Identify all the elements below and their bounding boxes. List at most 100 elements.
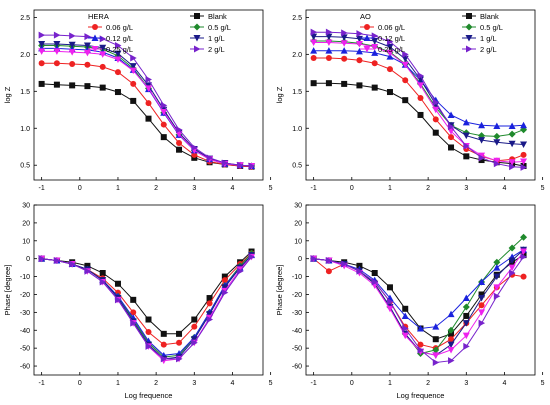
legend-marker	[91, 34, 99, 41]
series-line	[41, 50, 252, 167]
legend-entry-label: Blank	[480, 12, 499, 21]
data-point	[325, 80, 332, 87]
data-point	[447, 310, 455, 318]
data-point	[38, 31, 46, 39]
data-point	[248, 253, 256, 261]
data-point	[176, 330, 183, 337]
data-point	[130, 296, 137, 303]
data-point	[371, 270, 378, 276]
legend-marker	[92, 24, 98, 30]
data-point	[340, 47, 348, 54]
data-point	[356, 267, 363, 275]
data-point	[325, 256, 333, 264]
data-point	[114, 41, 122, 49]
x-tick-label: 5	[541, 185, 545, 192]
y-tick-label: -60	[292, 364, 302, 371]
data-point	[99, 270, 106, 276]
legend-entry-label: 1 g/L	[208, 34, 225, 43]
data-point	[160, 355, 168, 363]
x-tick-label: 2	[426, 380, 430, 387]
data-point	[493, 273, 501, 281]
y-tick-label: 20	[22, 220, 30, 227]
y-tick-label: 2.5	[20, 15, 30, 22]
data-point	[114, 296, 122, 304]
data-point	[145, 115, 152, 122]
data-point	[237, 267, 244, 275]
y-tick-label: 2.0	[20, 52, 30, 59]
data-point	[310, 33, 318, 41]
data-point	[206, 311, 214, 318]
y-tick-label: 10	[22, 238, 30, 245]
data-point	[447, 128, 455, 135]
x-tick-label: 4	[231, 185, 235, 192]
y-tick-label: 0.5	[292, 163, 302, 170]
data-point	[160, 341, 167, 348]
data-point	[386, 66, 393, 73]
data-point	[462, 118, 470, 126]
series-2-g-l	[38, 253, 256, 363]
data-point	[371, 84, 378, 91]
data-point	[448, 123, 455, 131]
y-tick-label: 0	[298, 256, 302, 263]
x-axis-label: Log frequence	[125, 391, 173, 400]
data-point	[130, 97, 137, 104]
chart-panel-top-right: -1 0 1 2 3 4 5 0.5 1.0 1.5 2.0 2.5 log Z AO Blank 0.06 …	[275, 9, 545, 192]
data-point	[160, 134, 167, 141]
data-point	[38, 80, 45, 87]
x-tick-label: 0	[350, 380, 354, 387]
y-tick-label: 2.0	[292, 52, 302, 59]
y-tick-label: -20	[292, 292, 302, 299]
x-tick-label: 1	[116, 185, 120, 192]
data-point	[341, 80, 348, 87]
data-point	[176, 339, 183, 346]
series-blank	[38, 80, 255, 170]
data-point	[447, 346, 455, 354]
data-point	[417, 82, 424, 89]
data-point	[130, 309, 137, 316]
legend-entry-label: 0.06 g/L	[378, 23, 405, 32]
data-point	[160, 121, 167, 128]
data-point	[190, 336, 198, 343]
legend-entry-label: 0.25 g/L	[378, 45, 405, 54]
x-tick-label: 1	[388, 380, 392, 387]
x-tick-label: 2	[154, 380, 158, 387]
data-point	[509, 269, 516, 277]
data-point	[509, 163, 516, 171]
x-tick-label: 2	[154, 185, 158, 192]
y-tick-label: -50	[20, 346, 30, 353]
data-point	[114, 50, 122, 58]
data-point	[478, 309, 486, 316]
legend: AO Blank 0.06 g/L 0.5 g/L 0.12 g/L 1 g/L 0.25 …	[360, 12, 503, 54]
data-point	[325, 268, 332, 275]
data-point	[478, 157, 485, 164]
data-point	[129, 63, 137, 70]
data-point	[386, 284, 393, 291]
data-point	[325, 47, 333, 54]
data-point	[386, 43, 394, 51]
data-point	[371, 38, 379, 45]
data-point	[520, 121, 528, 129]
data-point	[386, 305, 394, 313]
y-tick-label: 1.5	[292, 89, 302, 96]
legend: HERA Blank 0.06 g/L 0.5 g/L 0.12 g/L 1 g/L 0.2…	[88, 12, 231, 54]
data-point	[83, 49, 91, 57]
data-point	[221, 159, 229, 167]
series-line	[41, 83, 252, 168]
y-tick-label: -40	[292, 328, 302, 335]
chart-panel-top-left: -1 0 1 2 3 4 5 0.5 1.0 1.5 2.0 2.5 log Z HERA Blank 0.0…	[3, 9, 273, 192]
data-point	[417, 346, 424, 354]
x-tick-label: 0	[78, 380, 82, 387]
data-point	[463, 153, 470, 160]
data-point	[432, 346, 440, 354]
y-tick-label: 0.5	[20, 163, 30, 170]
x-tick-label: 5	[269, 380, 273, 387]
data-point	[68, 41, 76, 49]
data-point	[129, 67, 137, 75]
data-point	[520, 141, 528, 149]
data-point	[145, 316, 152, 323]
data-point	[69, 260, 76, 268]
x-tick-label: 3	[464, 380, 468, 387]
y-tick-label: -10	[20, 274, 30, 281]
data-point	[68, 49, 76, 56]
